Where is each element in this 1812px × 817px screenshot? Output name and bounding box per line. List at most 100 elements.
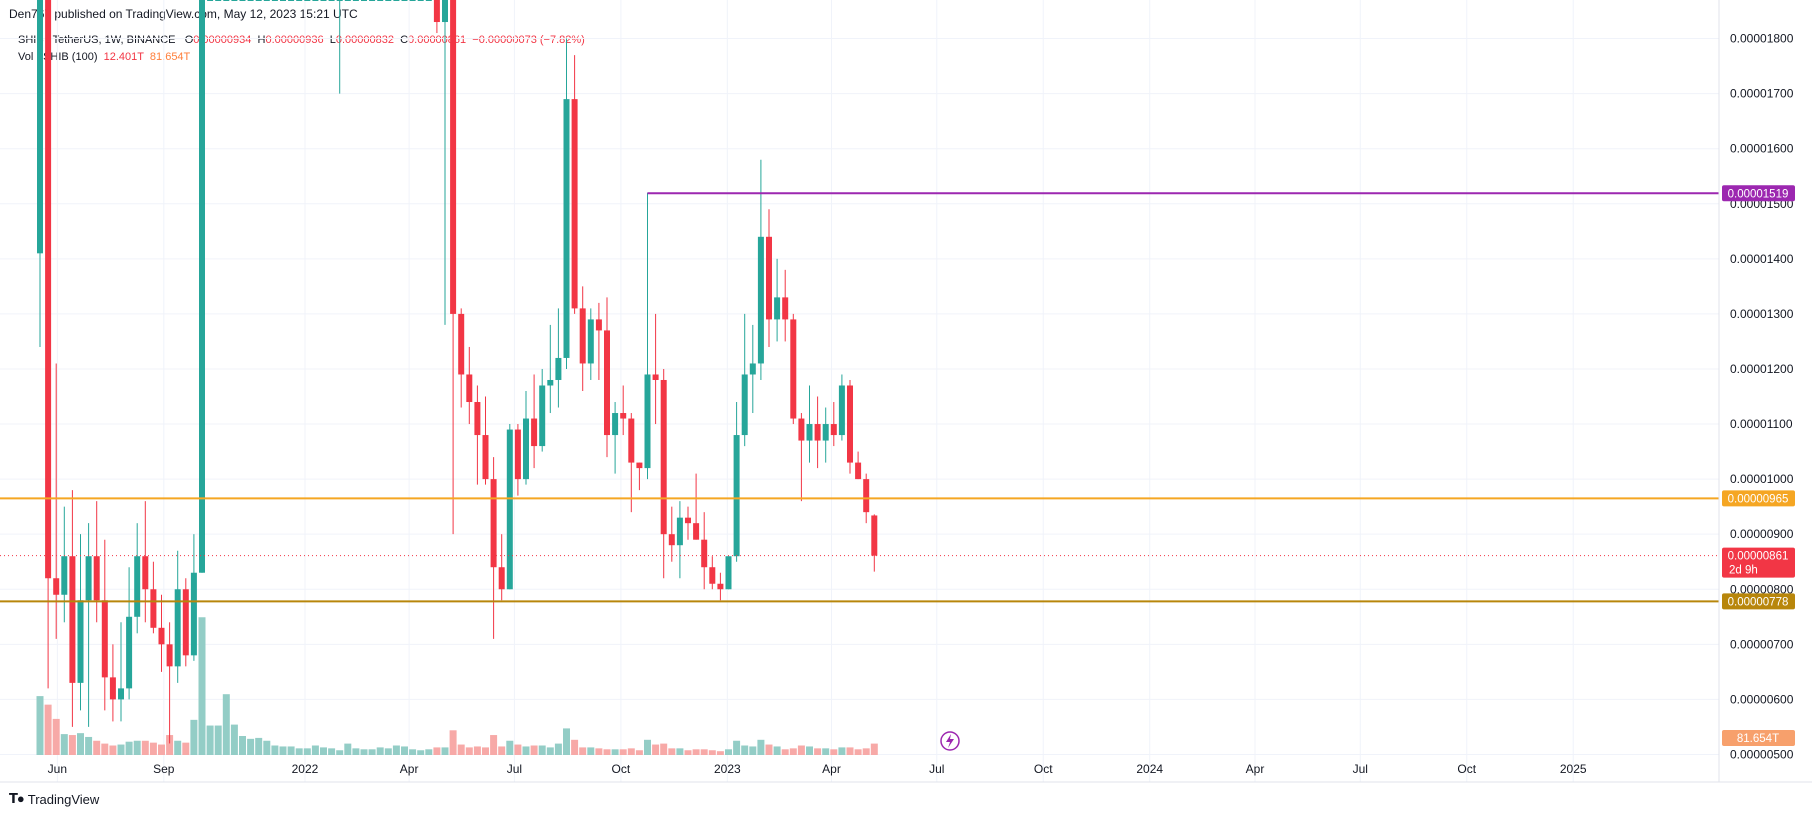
time-tick-label: Sep — [153, 762, 175, 776]
candle — [806, 385, 813, 463]
candle-body — [77, 600, 84, 683]
candle-body — [312, 0, 319, 1]
candle — [101, 539, 108, 711]
candle — [93, 501, 100, 623]
candle — [757, 159, 764, 380]
candle-body — [328, 0, 335, 1]
volume-value-1: 12.401T — [103, 51, 144, 63]
candle — [644, 192, 651, 480]
price-axis: 0.00000500 0.00000600 0.00000700 0.00000800… — [1730, 32, 1794, 762]
volume-bar — [700, 749, 708, 755]
candle-body — [344, 0, 351, 1]
volume-bar — [149, 742, 157, 755]
candle-body — [579, 308, 586, 364]
candle-body — [458, 313, 465, 375]
candle — [118, 622, 124, 722]
volume-bar — [554, 743, 562, 755]
volume-bar — [101, 743, 109, 755]
time-tick-label: Apr — [822, 762, 841, 776]
volume-bar — [822, 748, 830, 755]
candle — [798, 413, 805, 502]
candle-body — [652, 374, 659, 380]
volume-bar — [141, 740, 149, 755]
time-tick-label: 2023 — [714, 762, 741, 776]
candle-body — [636, 462, 643, 469]
level-price-label: 0.00000965 — [1728, 493, 1789, 505]
candle-body — [709, 567, 716, 584]
volume-bar — [870, 743, 878, 755]
volume-bar — [271, 745, 279, 755]
candle-body — [466, 374, 473, 403]
price-tick-label: 0.00001000 — [1730, 472, 1794, 486]
candle-body — [409, 0, 416, 1]
candle-body — [855, 462, 862, 480]
candle — [312, 0, 319, 1]
price-tick-label: 0.00000800 — [1730, 582, 1794, 596]
last-price-label: 0.00000861 — [1728, 551, 1789, 563]
candle — [482, 396, 489, 485]
volume-bar — [806, 746, 813, 755]
volume-bar — [360, 749, 368, 755]
tradingview-logo-icon[interactable]: 𝗧● — [9, 791, 25, 806]
price-tick-label: 0.00001700 — [1730, 87, 1794, 101]
candle-body — [93, 556, 100, 601]
candle-body — [806, 424, 813, 441]
candle-body — [782, 297, 789, 320]
candle — [166, 622, 173, 744]
candle-body — [288, 0, 295, 1]
candle-body — [490, 479, 497, 568]
volume-bar — [789, 748, 797, 755]
volume-bar — [773, 746, 781, 755]
candle — [563, 38, 570, 369]
volume-bar — [44, 704, 52, 755]
candle — [604, 297, 610, 458]
volume-bar — [457, 744, 465, 755]
candle — [442, 0, 448, 325]
volume-bar — [660, 743, 668, 755]
candle — [474, 385, 481, 485]
candle — [660, 368, 667, 579]
volume-bar — [384, 748, 392, 755]
candle — [717, 572, 724, 601]
volume-bar — [538, 745, 546, 755]
volume-bar — [376, 747, 384, 755]
candle-body — [693, 523, 700, 540]
candle-body — [190, 572, 197, 656]
candle-body — [644, 374, 651, 469]
volume-bar — [611, 749, 619, 755]
candle — [288, 0, 295, 1]
volume-bar — [117, 744, 125, 755]
candle-body — [757, 236, 764, 364]
candle — [587, 308, 594, 380]
brand-name[interactable]: TradingView — [27, 791, 100, 807]
candle — [53, 363, 60, 639]
candle-body — [676, 517, 683, 546]
volume-bar — [303, 748, 311, 755]
candle — [636, 462, 643, 491]
candle-body — [296, 0, 303, 1]
candle — [263, 0, 270, 1]
volume-bar — [635, 750, 643, 755]
candle — [774, 258, 781, 342]
candle-body — [239, 0, 246, 1]
volume-bar — [522, 746, 530, 755]
volume-bar — [530, 745, 538, 755]
time-tick-label: Jun — [48, 762, 67, 776]
lightning-icon[interactable] — [940, 731, 960, 751]
candle-body — [668, 534, 675, 546]
candle-body — [531, 418, 538, 447]
volume-bar — [125, 741, 133, 755]
volume-bar — [546, 747, 554, 755]
candle — [215, 0, 222, 1]
candle — [361, 0, 367, 1]
candle-body — [506, 429, 513, 590]
candle-body — [798, 418, 805, 441]
candle — [620, 385, 627, 436]
low-label: L — [329, 34, 336, 46]
candle — [142, 501, 149, 623]
candle — [539, 368, 546, 452]
volume-bar — [579, 747, 587, 755]
volume-bar — [344, 743, 352, 755]
volume-bar — [174, 740, 182, 755]
